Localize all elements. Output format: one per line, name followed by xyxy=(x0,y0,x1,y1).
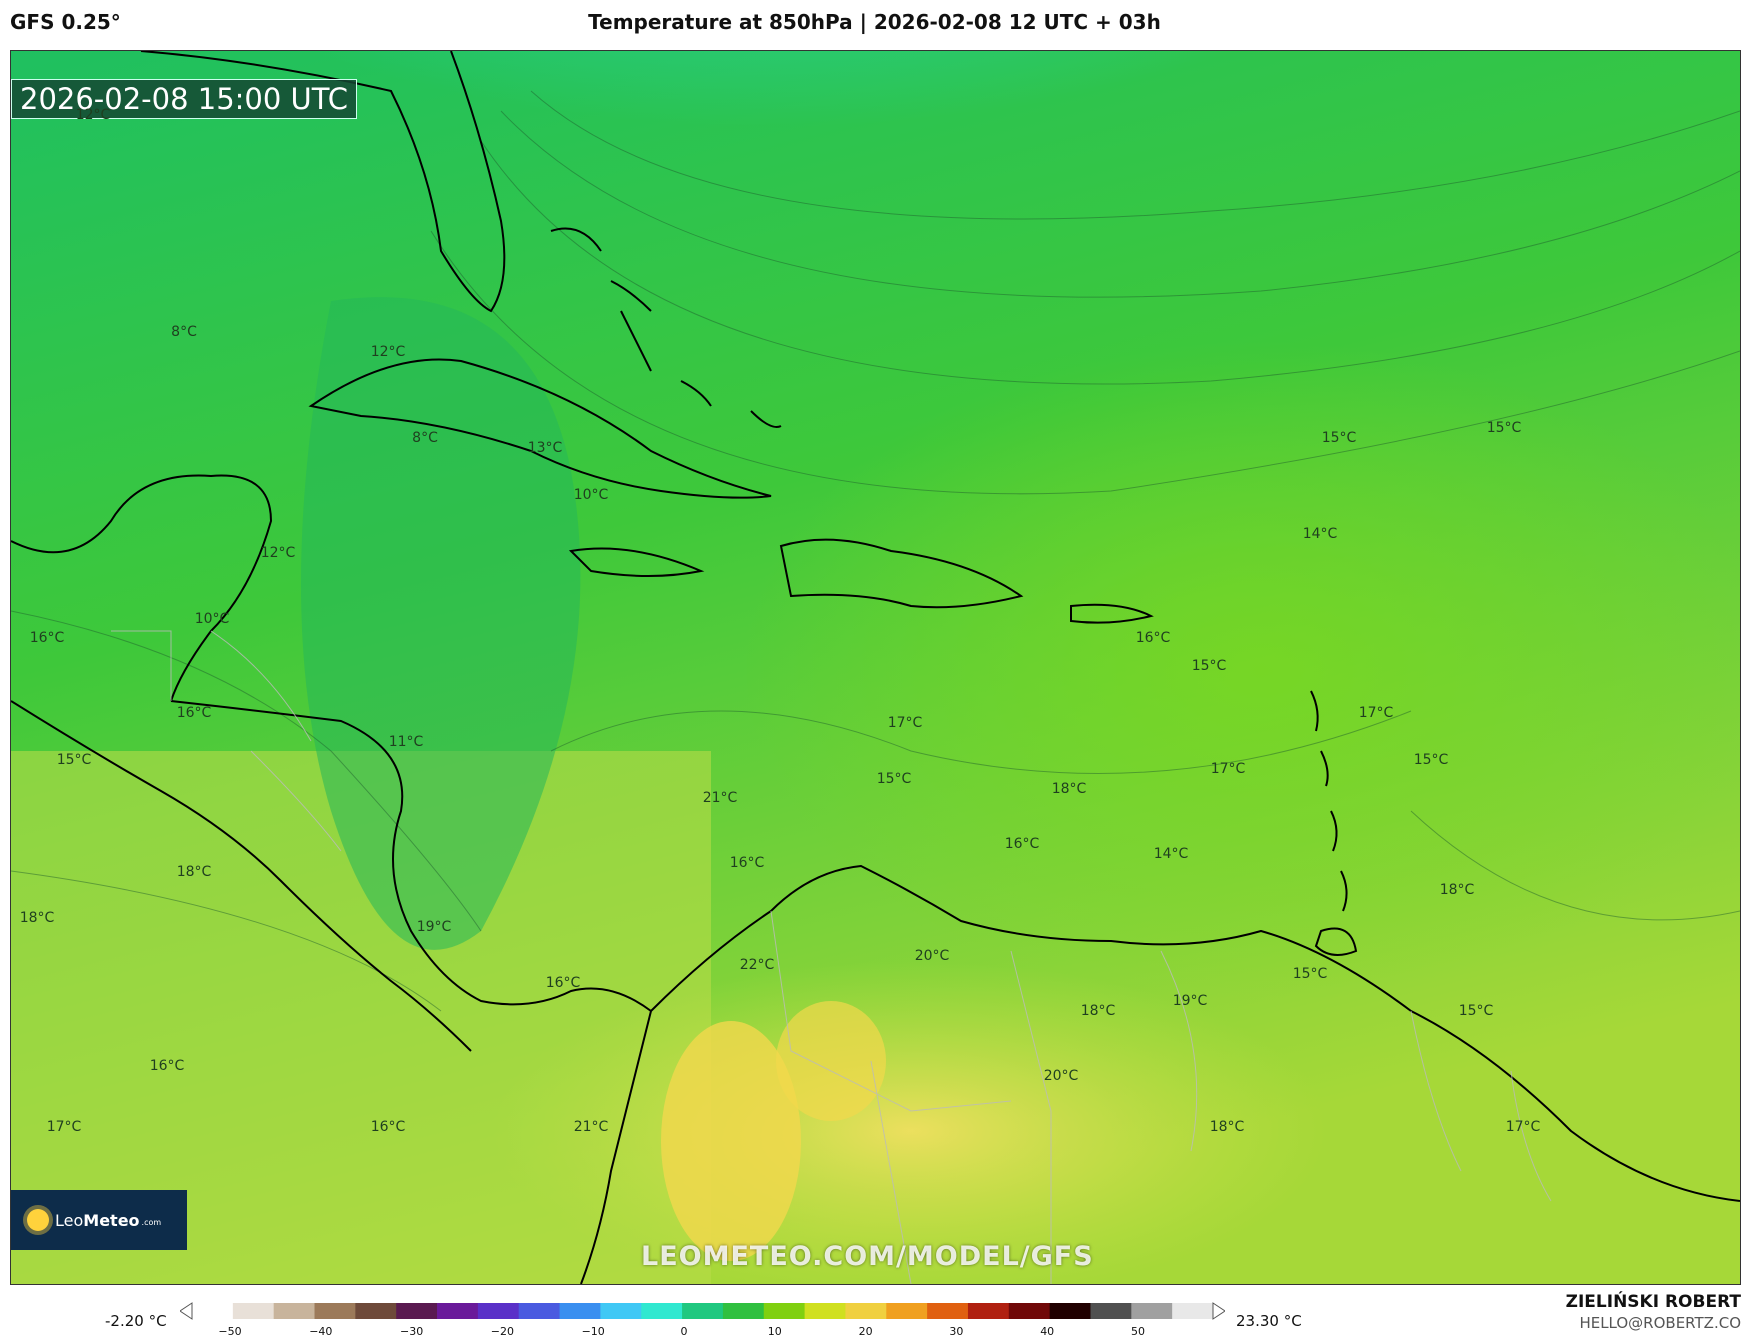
temperature-label: 15°C xyxy=(1458,1003,1494,1019)
temperature-label: 20°C xyxy=(914,948,950,964)
temperature-label: 16°C xyxy=(1135,630,1171,646)
colorbar-max-label: 23.30 °C xyxy=(1236,1312,1302,1330)
temperature-label: 15°C xyxy=(1413,752,1449,768)
temperature-label: 15°C xyxy=(1292,966,1328,982)
temperature-label: 17°C xyxy=(1505,1119,1541,1135)
colorbar-cell xyxy=(314,1303,356,1319)
temperature-label: 14°C xyxy=(1302,526,1338,542)
temperature-label: 18°C xyxy=(1051,781,1087,797)
temperature-label: 21°C xyxy=(702,790,738,806)
colorbar-tick-label: 30 xyxy=(949,1325,964,1338)
colorbar xyxy=(180,1302,1225,1320)
temperature-label: 15°C xyxy=(876,771,912,787)
colorbar-tick-label: 40 xyxy=(1040,1325,1055,1338)
colorbar-right-arrow xyxy=(1212,1302,1225,1320)
colorbar-cell xyxy=(1008,1303,1051,1319)
temperature-label: 16°C xyxy=(370,1119,406,1135)
temperature-label: 15°C xyxy=(1486,420,1522,436)
temperature-label: 12°C xyxy=(370,344,406,360)
colorbar-cell xyxy=(192,1303,234,1319)
colorbar-cell xyxy=(437,1303,479,1319)
watermark: LEOMETEO.COM/MODEL/GFS xyxy=(641,1241,1094,1272)
temperature-label: 21°C xyxy=(573,1119,609,1135)
colorbar-cell xyxy=(1131,1303,1173,1319)
temperature-label: 16°C xyxy=(29,630,65,646)
temperature-label: 10°C xyxy=(573,487,609,503)
colorbar-tick-label: 20 xyxy=(858,1325,873,1338)
temperature-label: 20°C xyxy=(1043,1068,1079,1084)
temperature-label: 18°C xyxy=(1439,882,1475,898)
temperature-label: 16°C xyxy=(545,975,581,991)
temperature-label: 16°C xyxy=(1004,836,1040,852)
leometeo-logo[interactable]: LeoMeteo .com xyxy=(11,1190,187,1250)
temperature-label: 14°C xyxy=(1153,846,1189,862)
colorbar-tick-label: 50 xyxy=(1131,1325,1145,1338)
temperature-label: 18°C xyxy=(1209,1119,1245,1135)
colorbar-cell xyxy=(1090,1303,1132,1319)
author-name: ZIELIŃSKI ROBERT xyxy=(1565,1292,1741,1312)
valid-time-box: 2026-02-08 15:00 UTC xyxy=(11,79,358,119)
temperature-label: 13°C xyxy=(527,440,563,456)
colorbar-cell xyxy=(804,1303,846,1319)
colorbar-min-label: -2.20 °C xyxy=(105,1312,167,1330)
temperature-label: 11°C xyxy=(388,734,424,750)
colorbar-cell xyxy=(722,1303,765,1319)
model-name: GFS 0.25° xyxy=(10,10,121,34)
colorbar-cell xyxy=(763,1303,806,1319)
map-title: Temperature at 850hPa | 2026-02-08 12 UT… xyxy=(588,10,1161,34)
colorbar-cell xyxy=(967,1303,1010,1319)
map-canvas xyxy=(11,51,1740,1284)
logo-domain: .com xyxy=(141,1218,162,1227)
temperature-map: 2026-02-08 15:00 UTC 12°C 8°C 12°C 8°C 13°C 1… xyxy=(10,50,1741,1285)
colorbar-tick-label: 0 xyxy=(680,1325,688,1338)
temperature-label: 17°C xyxy=(46,1119,82,1135)
colorbar-cell xyxy=(232,1303,275,1319)
colorbar-cell xyxy=(600,1303,642,1319)
colorbar-tick-label: −40 xyxy=(309,1325,333,1338)
sun-icon xyxy=(27,1209,49,1231)
temperature-label: 10°C xyxy=(194,611,230,627)
colorbar-cell xyxy=(886,1303,928,1319)
temperature-label: 19°C xyxy=(416,919,452,935)
colorbar-cell xyxy=(355,1303,397,1319)
temperature-label: 8°C xyxy=(171,324,197,340)
temperature-label: 16°C xyxy=(729,855,765,871)
temperature-label: 15°C xyxy=(1191,658,1227,674)
colorbar-cell xyxy=(1172,1303,1214,1319)
colorbar-cell xyxy=(518,1303,561,1319)
colorbar-cell xyxy=(559,1303,601,1319)
colorbar-cell xyxy=(273,1303,316,1319)
temperature-label: 22°C xyxy=(739,957,775,973)
temperature-label: 8°C xyxy=(412,430,438,446)
temperature-label: 18°C xyxy=(176,864,212,880)
temperature-label: 17°C xyxy=(1210,761,1246,777)
colorbar-cell xyxy=(641,1303,683,1319)
author-email: HELLO@ROBERTZ.CO xyxy=(1579,1314,1741,1332)
logo-text: LeoMeteo xyxy=(55,1210,140,1230)
colorbar-tick-label: −30 xyxy=(399,1325,424,1338)
temperature-label: 18°C xyxy=(1080,1003,1116,1019)
temperature-label: 17°C xyxy=(887,715,923,731)
temperature-label: 12°C xyxy=(260,545,296,561)
colorbar-cell xyxy=(1049,1303,1091,1319)
temperature-label: 16°C xyxy=(149,1058,185,1074)
colorbar-cell xyxy=(845,1303,887,1319)
colorbar-left-arrow xyxy=(180,1302,193,1320)
colorbar-cell xyxy=(927,1303,969,1319)
colorbar-tick-label: −50 xyxy=(218,1325,242,1338)
temperature-label: 17°C xyxy=(1358,705,1394,721)
temperature-label: 16°C xyxy=(176,705,212,721)
colorbar-cell xyxy=(682,1303,724,1319)
temperature-label: 19°C xyxy=(1172,993,1208,1009)
temperature-label: 15°C xyxy=(56,752,92,768)
colorbar-cell xyxy=(477,1303,520,1319)
colorbar-tick-label: −20 xyxy=(490,1325,514,1338)
colorbar-cell xyxy=(396,1303,438,1319)
temperature-label: 18°C xyxy=(19,910,55,926)
temperature-label: 12°C xyxy=(75,107,111,123)
temperature-label: 15°C xyxy=(1321,430,1357,446)
colorbar-tick-label: 10 xyxy=(767,1325,782,1338)
colorbar-tick-label: −10 xyxy=(581,1325,605,1338)
